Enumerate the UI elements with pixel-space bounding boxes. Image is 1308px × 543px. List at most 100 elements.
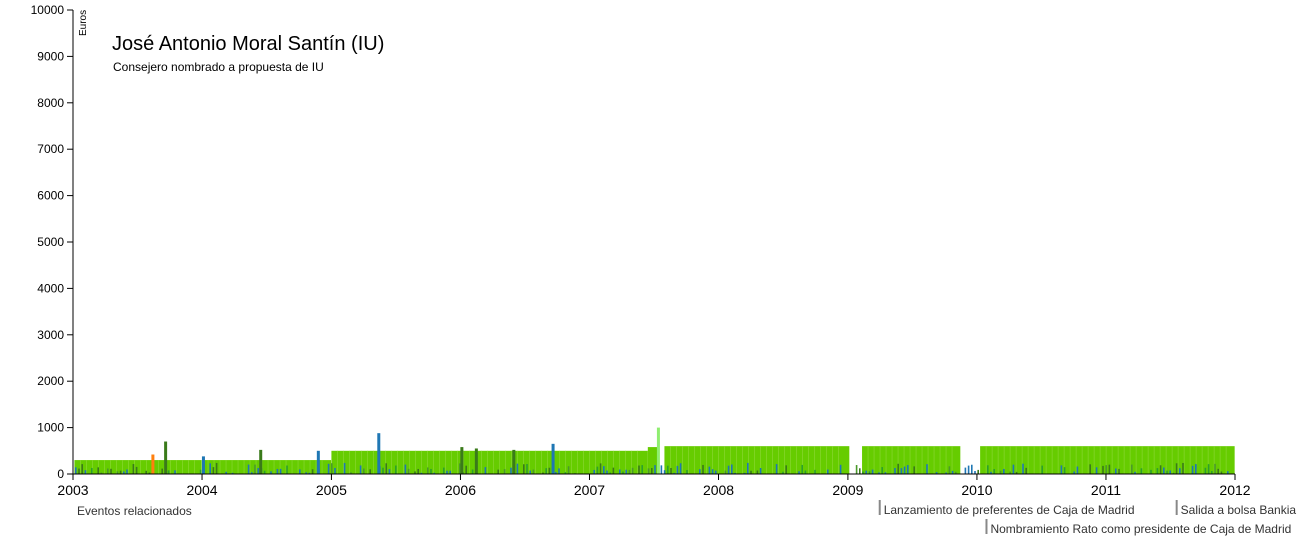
expense-bar bbox=[593, 469, 595, 474]
expense-bar bbox=[603, 466, 605, 474]
expense-bar bbox=[839, 464, 842, 474]
expense-bar bbox=[679, 463, 682, 474]
expense-bar bbox=[859, 468, 861, 474]
expense-bar bbox=[359, 465, 362, 474]
expense-bar bbox=[1003, 468, 1005, 474]
expense-bar bbox=[647, 468, 650, 474]
expense-bar bbox=[631, 467, 634, 474]
expense-bar bbox=[1009, 471, 1011, 474]
expense-bar bbox=[951, 470, 954, 474]
x-tick-label: 2008 bbox=[703, 482, 734, 498]
expense-bar bbox=[907, 465, 909, 474]
expense-bar bbox=[971, 464, 973, 474]
spike-bar bbox=[512, 449, 516, 474]
expense-bar bbox=[254, 464, 256, 474]
expense-bar bbox=[596, 466, 599, 474]
expense-bar bbox=[926, 464, 928, 474]
expense-bar bbox=[1073, 471, 1075, 474]
expense-bar bbox=[987, 465, 989, 474]
expense-bar bbox=[1015, 471, 1018, 474]
expense-bar bbox=[676, 465, 679, 474]
spike-bar bbox=[551, 443, 555, 474]
x-tick-label: 2007 bbox=[574, 482, 605, 498]
event-label: Salida a bolsa Bankia bbox=[1181, 503, 1297, 517]
x-tick-label: 2011 bbox=[1091, 482, 1121, 498]
bar-segment bbox=[862, 446, 961, 474]
y-tick-label: 10000 bbox=[31, 3, 65, 17]
expense-bar bbox=[724, 470, 727, 474]
expense-bar bbox=[827, 469, 829, 474]
expense-bar bbox=[369, 469, 371, 474]
spike-series bbox=[151, 427, 660, 474]
expense-bar bbox=[251, 472, 253, 474]
expense-bar bbox=[1115, 468, 1117, 474]
expense-bar bbox=[97, 467, 99, 474]
expense-bar bbox=[308, 472, 311, 474]
spike-bar bbox=[316, 450, 320, 474]
expense-bar bbox=[881, 467, 883, 474]
expense-bar bbox=[782, 471, 784, 474]
expense-bar bbox=[286, 465, 288, 474]
expense-bar bbox=[628, 469, 631, 474]
event-label: Nombramiento Rato como presidente de Caj… bbox=[990, 522, 1291, 536]
x-tick-label: 2009 bbox=[832, 482, 863, 498]
expense-bar bbox=[1214, 463, 1216, 474]
expense-bar bbox=[1095, 467, 1098, 474]
expense-bar bbox=[276, 468, 279, 474]
expense-bar bbox=[667, 465, 669, 474]
expense-bar bbox=[1163, 467, 1165, 474]
expense-bar bbox=[1108, 464, 1111, 474]
expense-bar bbox=[1227, 471, 1229, 474]
expense-bar bbox=[231, 472, 234, 474]
expense-bar bbox=[433, 472, 435, 474]
expense-bar bbox=[1102, 465, 1104, 474]
expense-bar bbox=[894, 467, 896, 474]
y-tick-label: 0 bbox=[57, 467, 64, 481]
expense-bar bbox=[382, 467, 384, 474]
expense-bar bbox=[785, 465, 787, 474]
bar-segment bbox=[664, 446, 850, 474]
spike-bar bbox=[460, 447, 464, 474]
expense-bar bbox=[299, 469, 301, 474]
expense-bar bbox=[350, 472, 352, 474]
expense-bar bbox=[663, 470, 666, 474]
spike-bar bbox=[377, 433, 381, 474]
bar-segment bbox=[647, 447, 659, 474]
expense-bar bbox=[225, 471, 227, 474]
expense-bar bbox=[471, 469, 474, 474]
x-tick-label: 2003 bbox=[57, 482, 88, 498]
expense-bar bbox=[814, 469, 816, 474]
expense-bar bbox=[993, 469, 995, 474]
expense-bar bbox=[459, 463, 461, 474]
expense-bar bbox=[311, 469, 314, 474]
expense-bar bbox=[1063, 467, 1066, 474]
expense-bar bbox=[862, 471, 864, 474]
expense-bar bbox=[443, 467, 445, 474]
expense-bar bbox=[775, 464, 778, 474]
expense-bar bbox=[100, 472, 103, 474]
expense-bar bbox=[1204, 467, 1207, 474]
expense-bar bbox=[609, 472, 611, 474]
expense-bar bbox=[990, 471, 992, 474]
expense-bar bbox=[1159, 465, 1162, 474]
expense-bar bbox=[247, 464, 250, 474]
x-axis: 2003 2004 2005 2006 2007 2008 2009 2010 2011 2012 bbox=[57, 473, 1251, 498]
expense-bar bbox=[107, 468, 109, 474]
spike-bar bbox=[201, 456, 205, 474]
spike-bar bbox=[656, 427, 660, 474]
expense-bar bbox=[564, 472, 567, 474]
expense-bar bbox=[567, 466, 570, 474]
expense-bar bbox=[654, 465, 656, 474]
expense-bar bbox=[1089, 464, 1091, 474]
expense-bar bbox=[673, 472, 675, 474]
expense-bar bbox=[734, 472, 736, 474]
expense-bar bbox=[532, 469, 535, 474]
expense-bar bbox=[686, 469, 688, 474]
expense-bar bbox=[1172, 472, 1175, 474]
expense-bar bbox=[545, 468, 547, 474]
expense-bar bbox=[868, 471, 871, 474]
spike-bar bbox=[259, 449, 263, 474]
expense-bar bbox=[964, 467, 967, 474]
expense-bar bbox=[215, 462, 218, 474]
expense-bar bbox=[935, 472, 938, 474]
